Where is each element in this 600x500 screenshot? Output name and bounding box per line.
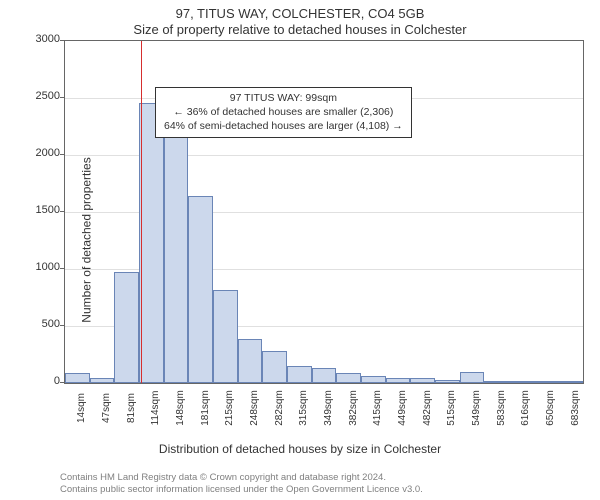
x-tick-label: 515sqm — [446, 378, 457, 438]
x-tick-label: 382sqm — [348, 378, 359, 438]
histogram-bar — [114, 272, 139, 383]
credit-line-1: Contains HM Land Registry data © Crown c… — [60, 472, 592, 484]
x-tick-label: 282sqm — [274, 378, 285, 438]
y-tick-mark — [60, 268, 64, 269]
histogram-bar — [213, 290, 238, 383]
y-tick-label: 500 — [10, 318, 60, 330]
plot-area: 97 TITUS WAY: 99sqm ← 36% of detached ho… — [64, 40, 584, 384]
y-tick-mark — [60, 382, 64, 383]
y-tick-mark — [60, 325, 64, 326]
histogram-bar — [238, 339, 263, 383]
x-tick-label: 47sqm — [101, 378, 112, 438]
y-tick-label: 3000 — [10, 33, 60, 45]
x-axis-label: Distribution of detached houses by size … — [0, 442, 600, 456]
x-tick-label: 482sqm — [422, 378, 433, 438]
info-line-3: 64% of semi-detached houses are larger (… — [164, 119, 403, 133]
x-tick-label: 148sqm — [175, 378, 186, 438]
y-tick-mark — [60, 154, 64, 155]
histogram-bar — [188, 196, 213, 383]
x-tick-label: 583sqm — [496, 378, 507, 438]
x-tick-label: 415sqm — [372, 378, 383, 438]
property-marker-line — [141, 41, 142, 383]
histogram-bar — [164, 100, 189, 383]
y-tick-mark — [60, 97, 64, 98]
chart-title-address: 97, TITUS WAY, COLCHESTER, CO4 5GB — [0, 6, 600, 21]
y-tick-label: 1000 — [10, 261, 60, 273]
histogram-bar — [139, 103, 164, 383]
y-tick-mark — [60, 211, 64, 212]
x-tick-label: 683sqm — [570, 378, 581, 438]
x-tick-label: 181sqm — [200, 378, 211, 438]
x-tick-label: 248sqm — [249, 378, 260, 438]
y-tick-label: 0 — [10, 375, 60, 387]
x-tick-label: 114sqm — [150, 378, 161, 438]
y-tick-label: 2500 — [10, 90, 60, 102]
x-tick-label: 14sqm — [76, 378, 87, 438]
info-line-2: ← 36% of detached houses are smaller (2,… — [164, 105, 403, 119]
x-tick-label: 616sqm — [520, 378, 531, 438]
x-tick-label: 549sqm — [471, 378, 482, 438]
x-tick-label: 449sqm — [397, 378, 408, 438]
x-tick-label: 650sqm — [545, 378, 556, 438]
credit-line-2: Contains public sector information licen… — [60, 484, 592, 496]
x-tick-label: 215sqm — [224, 378, 235, 438]
chart-subtitle: Size of property relative to detached ho… — [0, 22, 600, 37]
y-tick-mark — [60, 40, 64, 41]
x-tick-label: 315sqm — [298, 378, 309, 438]
x-tick-label: 81sqm — [126, 378, 137, 438]
x-tick-label: 349sqm — [323, 378, 334, 438]
y-tick-label: 2000 — [10, 147, 60, 159]
chart-container: 97, TITUS WAY, COLCHESTER, CO4 5GB Size … — [0, 0, 600, 500]
info-box: 97 TITUS WAY: 99sqm ← 36% of detached ho… — [155, 87, 412, 138]
info-line-1: 97 TITUS WAY: 99sqm — [164, 91, 403, 105]
y-tick-label: 1500 — [10, 204, 60, 216]
credits: Contains HM Land Registry data © Crown c… — [60, 472, 592, 496]
